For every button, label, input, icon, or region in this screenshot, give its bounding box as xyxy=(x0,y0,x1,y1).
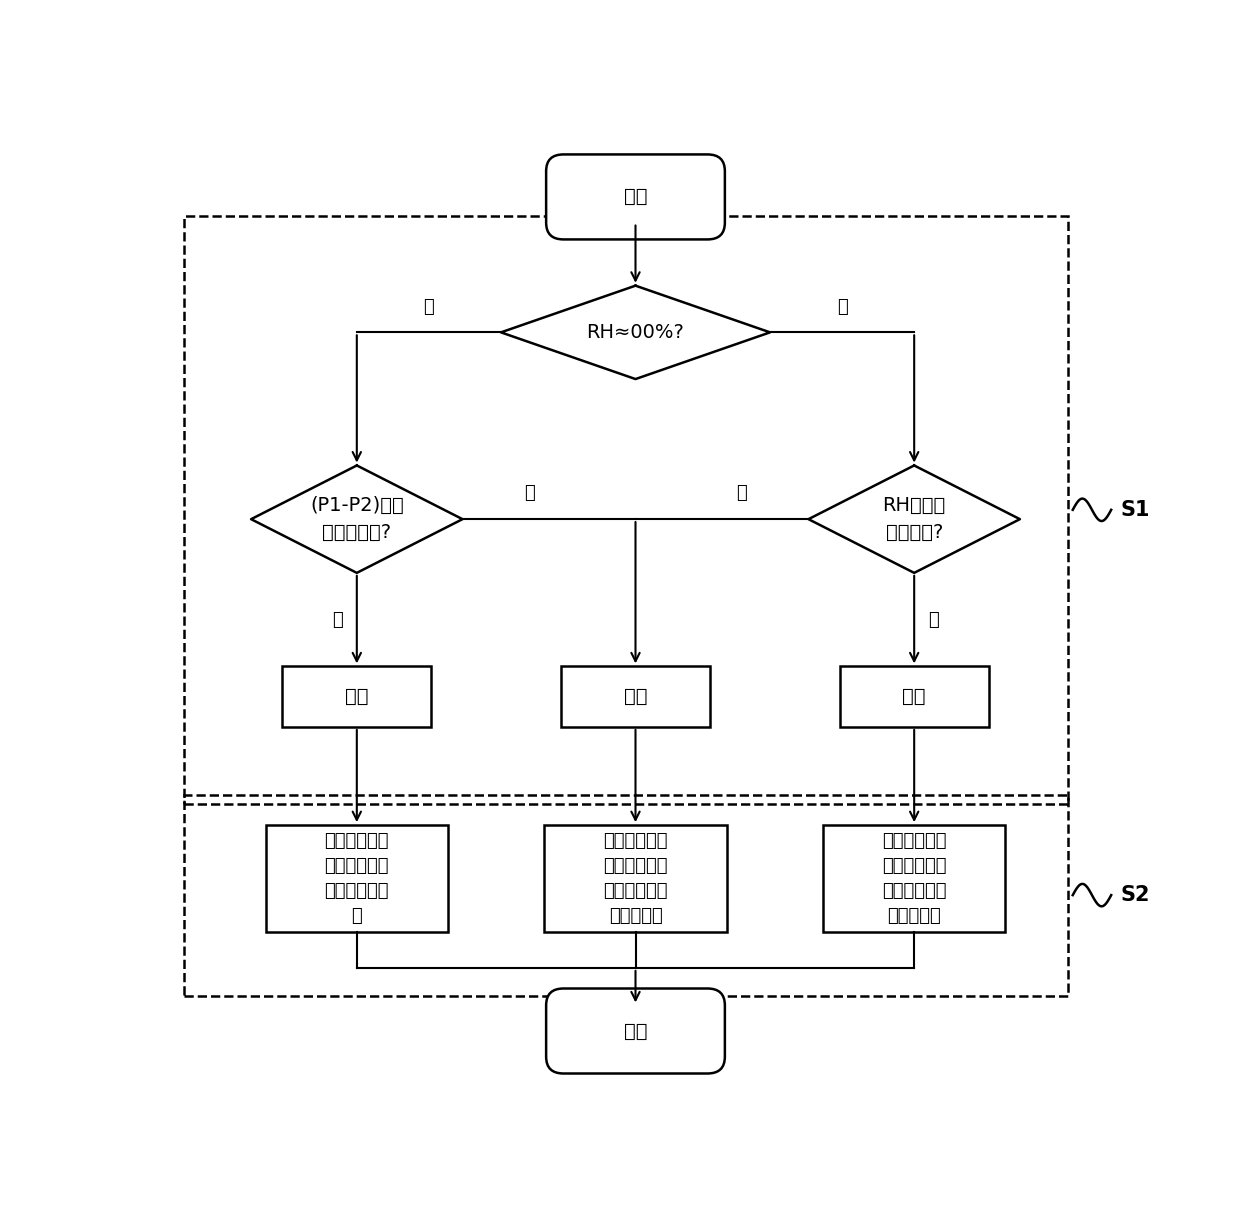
Text: S1: S1 xyxy=(1121,500,1151,520)
FancyBboxPatch shape xyxy=(546,989,725,1074)
Bar xyxy=(839,666,988,727)
Text: 正常: 正常 xyxy=(624,687,647,706)
Text: 开始: 开始 xyxy=(624,188,647,206)
Polygon shape xyxy=(501,285,770,378)
Text: 开启加湿比例
调节阀，氢气
循环泵转速设
定为标称値: 开启加湿比例 调节阀，氢气 循环泵转速设 定为标称値 xyxy=(882,832,946,926)
Bar xyxy=(544,825,727,933)
Bar xyxy=(823,825,1006,933)
Text: 是: 是 xyxy=(929,610,940,628)
Polygon shape xyxy=(808,466,1019,573)
Text: 否: 否 xyxy=(735,484,746,502)
Text: 膜干: 膜干 xyxy=(903,687,926,706)
Bar xyxy=(184,795,1068,996)
Bar xyxy=(560,666,711,727)
Bar xyxy=(283,666,432,727)
Text: S2: S2 xyxy=(1121,885,1151,905)
Text: (P1-P2)＞压
降判断阈値?: (P1-P2)＞压 降判断阈値? xyxy=(310,496,404,542)
Bar xyxy=(184,216,1068,804)
Text: 结束: 结束 xyxy=(624,1021,647,1041)
Text: 否: 否 xyxy=(837,297,847,315)
Polygon shape xyxy=(250,466,463,573)
Text: 是: 是 xyxy=(424,297,434,315)
Text: 是: 是 xyxy=(331,610,342,628)
Text: 关闭加湿比例
调节阀，氢气
循环泵转速设
定为标称値: 关闭加湿比例 调节阀，氢气 循环泵转速设 定为标称値 xyxy=(603,832,668,926)
Text: RH≈00%?: RH≈00%? xyxy=(587,323,684,342)
Text: 关闭加湿比例
调节阀，加大
氢气循环泵转
速: 关闭加湿比例 调节阀，加大 氢气循环泵转 速 xyxy=(325,832,389,926)
Text: RH＜湿度
判断阈値?: RH＜湿度 判断阈値? xyxy=(883,496,946,542)
FancyBboxPatch shape xyxy=(546,154,725,239)
Bar xyxy=(265,825,448,933)
Text: 否: 否 xyxy=(525,484,536,502)
Text: 水淡: 水淡 xyxy=(345,687,368,706)
